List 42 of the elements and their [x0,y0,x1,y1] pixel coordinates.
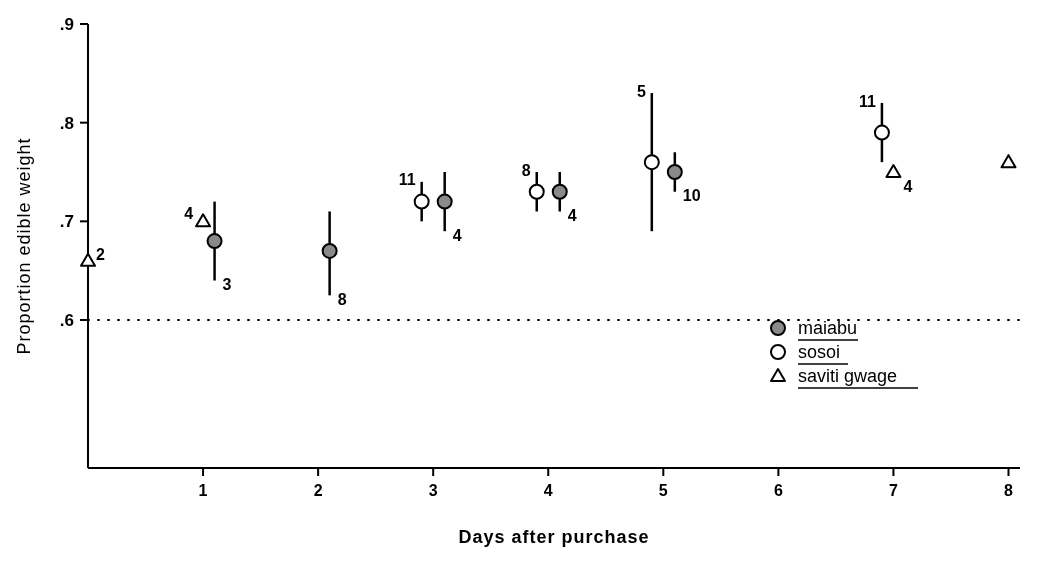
annotation: 4 [567,207,577,225]
y-tick-label: .7 [59,212,74,232]
x-tick-label: 6 [773,482,783,499]
x-tick-label: 7 [888,482,898,499]
point [551,183,568,200]
annotation: 11 [859,92,877,110]
point [436,193,453,210]
x-tick-label: 1 [198,482,208,499]
point [321,242,338,259]
annotation: 5 [636,82,646,100]
x-tick-label: 2 [313,482,323,499]
y-tick-label: .9 [59,14,74,34]
annotation: 4 [184,204,194,222]
annotation: 4 [452,226,462,244]
legend-label: saviti gwage [798,366,898,387]
point [80,252,96,267]
y-tick-label: .8 [59,113,74,133]
legend-label: maiabu [798,318,858,339]
x-tick-label: 3 [428,482,438,499]
annotation: 11 [398,171,416,189]
point [206,233,223,250]
annotation: 8 [337,290,347,308]
point [885,164,902,178]
point [643,154,660,171]
legend-label: sosoi [798,342,841,363]
y-tick-label: .6 [59,310,74,330]
x-tick-label: 5 [658,482,668,499]
point [1000,154,1017,169]
annotation: 2 [96,246,105,264]
y-axis-title: Proportion edible weight [14,137,34,355]
x-axis-title: Days after purchase [458,527,650,547]
point [413,193,430,210]
annotation: 8 [521,161,531,179]
annotation: 4 [903,177,913,195]
point [873,124,890,141]
annotation: 3 [222,276,232,294]
annotation: 10 [682,187,701,205]
point [666,164,683,180]
point [528,183,545,200]
x-tick-label: 4 [543,482,553,499]
x-tick-label: 8 [1004,482,1014,499]
point [195,213,212,228]
